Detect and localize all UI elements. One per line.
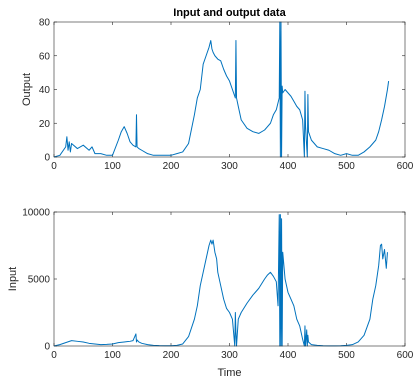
- input-y-axis-label: Input: [7, 267, 19, 291]
- input-y-tick-label: 0: [44, 342, 50, 353]
- output-x-tick-label: 600: [397, 161, 414, 172]
- input-axes-box: [53, 211, 406, 347]
- output-chart-title: Input and output data: [173, 7, 286, 19]
- output-y-tick-label: 80: [39, 18, 51, 29]
- output-x-tick-label: 300: [221, 161, 238, 172]
- input-x-axis-label: Time: [217, 367, 241, 379]
- output-plot-area: [54, 22, 405, 157]
- input-x-tick-label: 200: [163, 350, 180, 361]
- output-y-tick-label: 60: [39, 51, 51, 62]
- input-x-tick-label: 500: [338, 350, 355, 361]
- output-y-axis-label: Output: [21, 73, 33, 106]
- input-y-tick-label: 5000: [28, 275, 51, 286]
- output-axes-box: [53, 21, 406, 158]
- input-x-tick-label: 300: [221, 350, 238, 361]
- output-y-tick-label: 40: [39, 85, 51, 96]
- output-y-tick-label: 20: [39, 119, 51, 130]
- output-y-tick-label: 0: [44, 153, 50, 164]
- input-x-tick-label: 600: [397, 350, 414, 361]
- input-x-tick-label: 400: [280, 350, 297, 361]
- output-x-tick-label: 100: [104, 161, 121, 172]
- output-x-tick-label: 500: [338, 161, 355, 172]
- output-series-line: [53, 21, 390, 158]
- input-y-tick-label: 10000: [22, 208, 50, 219]
- input-x-tick-label: 0: [51, 350, 57, 361]
- input-plot-area: [54, 212, 405, 346]
- output-axes: Input and output data 0 20 40 60 80 0 100 200 3…: [21, 7, 414, 172]
- output-x-tick-label: 200: [163, 161, 180, 172]
- output-x-tick-label: 0: [51, 161, 57, 172]
- input-axes: 0 5000 10000 0 100 200 300 400 500 600 Input Tim…: [7, 208, 414, 380]
- output-x-tick-label: 400: [280, 161, 297, 172]
- input-x-tick-label: 100: [104, 350, 121, 361]
